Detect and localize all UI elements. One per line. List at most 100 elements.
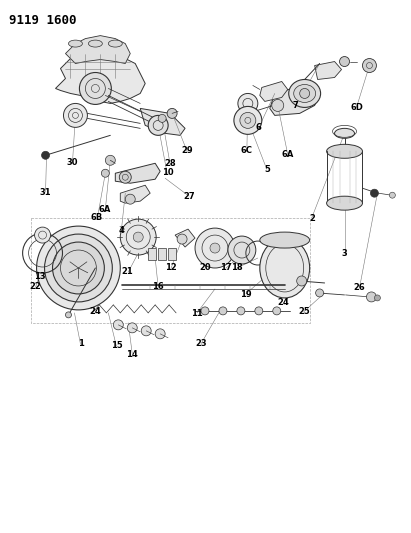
Circle shape xyxy=(42,151,50,159)
Circle shape xyxy=(155,329,165,339)
Text: 14: 14 xyxy=(126,350,138,359)
Polygon shape xyxy=(315,61,342,79)
Text: 1: 1 xyxy=(78,339,83,348)
Circle shape xyxy=(316,289,323,297)
Text: 20: 20 xyxy=(200,263,211,272)
Ellipse shape xyxy=(109,40,122,47)
Text: 28: 28 xyxy=(165,159,176,168)
Circle shape xyxy=(234,107,262,134)
Circle shape xyxy=(119,171,131,183)
Circle shape xyxy=(177,234,187,244)
Ellipse shape xyxy=(88,40,102,47)
Text: 23: 23 xyxy=(196,339,207,348)
Ellipse shape xyxy=(289,79,321,108)
Circle shape xyxy=(339,56,349,67)
Text: 6A: 6A xyxy=(99,205,111,214)
Text: 16: 16 xyxy=(152,282,164,291)
Text: 6D: 6D xyxy=(351,102,363,111)
Polygon shape xyxy=(115,163,160,183)
Text: 9119 1600: 9119 1600 xyxy=(9,14,76,27)
Circle shape xyxy=(167,108,177,118)
Circle shape xyxy=(113,320,123,330)
Text: 27: 27 xyxy=(183,192,195,201)
Text: 7: 7 xyxy=(293,101,298,110)
Bar xyxy=(168,248,176,260)
Text: 30: 30 xyxy=(67,158,78,167)
Circle shape xyxy=(102,169,109,177)
Polygon shape xyxy=(175,229,195,247)
Text: 24: 24 xyxy=(90,307,102,316)
Circle shape xyxy=(367,292,376,302)
Text: 5: 5 xyxy=(264,165,270,174)
Circle shape xyxy=(133,232,143,242)
Text: 26: 26 xyxy=(353,283,365,292)
Circle shape xyxy=(125,194,135,204)
Circle shape xyxy=(219,307,227,315)
Text: 17: 17 xyxy=(220,263,232,272)
Circle shape xyxy=(238,93,258,114)
Polygon shape xyxy=(140,108,185,135)
Ellipse shape xyxy=(260,232,309,248)
Circle shape xyxy=(127,323,137,333)
Circle shape xyxy=(255,307,263,315)
Circle shape xyxy=(195,228,235,268)
Bar xyxy=(158,248,166,260)
Circle shape xyxy=(37,226,120,310)
Text: 6: 6 xyxy=(256,123,262,132)
Circle shape xyxy=(210,243,220,253)
Text: 25: 25 xyxy=(298,307,309,316)
Text: 19: 19 xyxy=(240,289,252,298)
Circle shape xyxy=(158,115,166,123)
Circle shape xyxy=(300,88,309,99)
Circle shape xyxy=(63,103,88,127)
Bar xyxy=(148,248,156,260)
Text: 22: 22 xyxy=(30,282,42,291)
Circle shape xyxy=(105,155,115,165)
Circle shape xyxy=(228,236,256,264)
Text: 15: 15 xyxy=(111,341,122,350)
Ellipse shape xyxy=(335,128,355,139)
Circle shape xyxy=(35,227,51,243)
Polygon shape xyxy=(120,185,150,203)
Text: 13: 13 xyxy=(34,272,46,280)
Text: 31: 31 xyxy=(40,188,51,197)
Circle shape xyxy=(65,312,72,318)
Circle shape xyxy=(237,307,245,315)
Circle shape xyxy=(389,192,395,198)
Polygon shape xyxy=(65,36,130,63)
Text: 10: 10 xyxy=(162,168,173,177)
Circle shape xyxy=(148,116,168,135)
Circle shape xyxy=(273,307,281,315)
Text: 11: 11 xyxy=(191,309,202,318)
Polygon shape xyxy=(270,84,320,116)
Ellipse shape xyxy=(294,84,316,102)
Circle shape xyxy=(44,234,112,302)
Circle shape xyxy=(120,219,156,255)
Text: 6B: 6B xyxy=(91,213,103,222)
Circle shape xyxy=(53,242,104,294)
Text: 6C: 6C xyxy=(240,146,252,155)
Text: 18: 18 xyxy=(231,263,243,272)
Polygon shape xyxy=(55,51,145,103)
Circle shape xyxy=(370,189,379,197)
Text: 3: 3 xyxy=(342,249,348,258)
Polygon shape xyxy=(260,82,288,101)
Text: 21: 21 xyxy=(122,268,134,276)
Ellipse shape xyxy=(69,40,83,47)
Text: 29: 29 xyxy=(181,146,193,155)
Text: 24: 24 xyxy=(277,298,289,307)
Circle shape xyxy=(272,100,284,111)
Ellipse shape xyxy=(260,238,309,298)
Ellipse shape xyxy=(327,196,363,210)
Circle shape xyxy=(79,72,111,104)
Ellipse shape xyxy=(327,144,363,158)
Circle shape xyxy=(297,276,307,286)
Circle shape xyxy=(141,326,151,336)
Circle shape xyxy=(201,307,209,315)
Text: 6A: 6A xyxy=(281,150,293,159)
Text: 12: 12 xyxy=(165,263,177,272)
Text: 4: 4 xyxy=(119,227,125,236)
Circle shape xyxy=(363,59,376,72)
Text: 2: 2 xyxy=(309,214,315,223)
Circle shape xyxy=(374,295,381,301)
